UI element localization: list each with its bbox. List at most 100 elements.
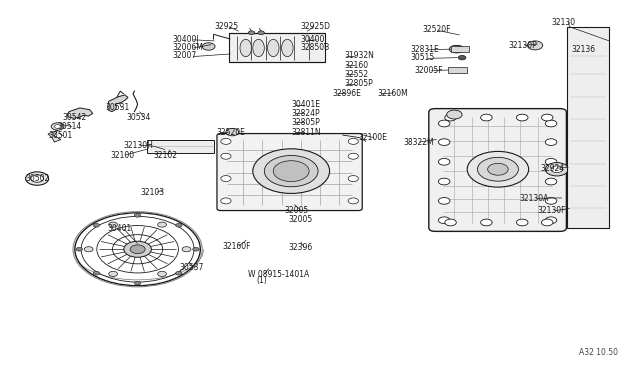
Circle shape (449, 45, 462, 53)
Circle shape (226, 128, 239, 136)
Text: 32160M: 32160M (378, 89, 408, 97)
Text: 32811N: 32811N (291, 128, 321, 137)
Circle shape (221, 198, 231, 204)
Text: 30401: 30401 (108, 224, 132, 233)
Text: 32925: 32925 (214, 22, 239, 31)
Ellipse shape (268, 39, 279, 57)
Circle shape (221, 176, 231, 182)
Circle shape (348, 153, 358, 159)
Ellipse shape (282, 39, 293, 57)
Circle shape (76, 247, 83, 251)
Bar (147, 140, 214, 153)
Text: 32005: 32005 (288, 215, 312, 224)
Polygon shape (108, 95, 128, 112)
Circle shape (109, 271, 118, 276)
Circle shape (258, 31, 264, 35)
Text: 32005: 32005 (285, 206, 309, 215)
Circle shape (467, 151, 529, 187)
Circle shape (202, 43, 215, 50)
Circle shape (175, 271, 182, 275)
Circle shape (54, 125, 61, 128)
Text: 32100: 32100 (110, 151, 134, 160)
Text: 32130H: 32130H (124, 141, 154, 150)
Text: W 08915-1401A: W 08915-1401A (248, 270, 310, 279)
Circle shape (253, 149, 330, 193)
Circle shape (157, 271, 166, 276)
Text: (1): (1) (256, 276, 267, 285)
Text: 30515: 30515 (411, 53, 435, 62)
Circle shape (516, 114, 528, 121)
Text: 30514: 30514 (58, 122, 82, 131)
Circle shape (545, 178, 557, 185)
Text: 30531: 30531 (106, 103, 130, 112)
Ellipse shape (253, 39, 264, 57)
Text: 32130F: 32130F (538, 206, 566, 215)
Circle shape (51, 123, 64, 130)
Circle shape (438, 139, 450, 145)
Circle shape (124, 241, 152, 257)
Circle shape (438, 158, 450, 165)
Text: 32007: 32007 (173, 51, 197, 60)
Text: 32130P: 32130P (509, 41, 538, 50)
Circle shape (545, 198, 557, 204)
Text: 38322M: 38322M (403, 138, 434, 147)
Circle shape (264, 155, 318, 187)
Circle shape (348, 176, 358, 182)
Circle shape (130, 245, 145, 254)
Text: 32896E: 32896E (333, 89, 362, 97)
Text: 30534: 30534 (126, 113, 150, 122)
Circle shape (175, 224, 182, 227)
Circle shape (26, 172, 49, 185)
Circle shape (545, 139, 557, 145)
Text: 30401E: 30401E (291, 100, 320, 109)
Circle shape (516, 219, 528, 226)
Text: 32006M: 32006M (173, 43, 204, 52)
Bar (451, 46, 469, 52)
Circle shape (541, 219, 553, 226)
Text: 32103: 32103 (141, 188, 165, 197)
Circle shape (93, 271, 100, 275)
Ellipse shape (240, 39, 252, 57)
Text: 31932N: 31932N (344, 51, 374, 60)
Circle shape (134, 214, 141, 217)
Text: 32831E: 32831E (411, 45, 440, 54)
Text: 30542: 30542 (63, 113, 87, 122)
Circle shape (545, 163, 568, 176)
Circle shape (445, 114, 456, 121)
Circle shape (451, 45, 464, 53)
Text: 32136: 32136 (572, 45, 596, 54)
Text: 32520F: 32520F (422, 25, 451, 34)
Circle shape (348, 198, 358, 204)
Circle shape (438, 120, 450, 127)
Circle shape (545, 120, 557, 127)
Circle shape (481, 219, 492, 226)
Circle shape (545, 158, 557, 165)
Circle shape (438, 217, 450, 224)
Circle shape (221, 153, 231, 159)
Text: 32850B: 32850B (301, 43, 330, 52)
Text: 32160F: 32160F (223, 242, 252, 251)
Text: 32130: 32130 (552, 18, 576, 27)
Text: 30501: 30501 (48, 131, 72, 140)
Text: 32805P: 32805P (291, 118, 320, 126)
Circle shape (93, 224, 100, 227)
Text: 32160: 32160 (344, 61, 369, 70)
Circle shape (477, 157, 518, 181)
Text: 32552: 32552 (344, 70, 369, 79)
Circle shape (545, 217, 557, 224)
Bar (448, 67, 467, 73)
Circle shape (248, 31, 255, 35)
Circle shape (31, 175, 44, 182)
Text: 32396: 32396 (288, 243, 312, 252)
Circle shape (348, 138, 358, 144)
Text: 30400J: 30400J (301, 35, 328, 44)
Circle shape (221, 138, 231, 144)
Circle shape (182, 247, 191, 252)
Circle shape (438, 198, 450, 204)
Text: 30400J: 30400J (173, 35, 200, 44)
Polygon shape (67, 108, 93, 118)
Polygon shape (48, 130, 61, 142)
Circle shape (438, 178, 450, 185)
Text: 30502: 30502 (26, 174, 50, 183)
Circle shape (527, 41, 543, 50)
